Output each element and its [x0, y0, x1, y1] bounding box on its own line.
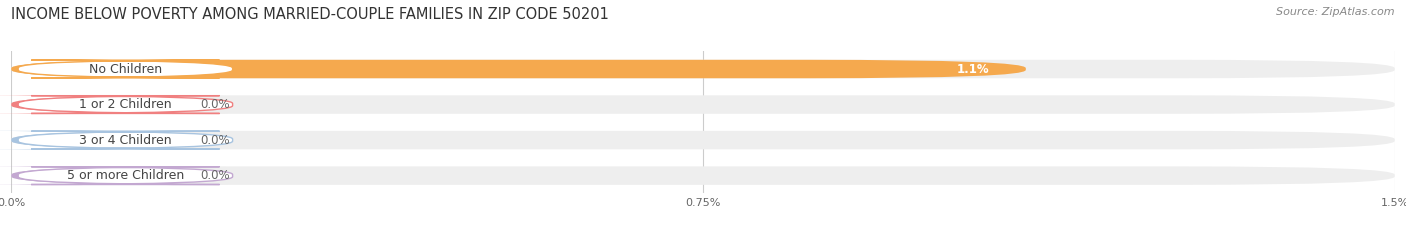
Text: No Children: No Children [89, 62, 162, 75]
FancyBboxPatch shape [0, 131, 228, 149]
Text: Source: ZipAtlas.com: Source: ZipAtlas.com [1277, 7, 1395, 17]
Text: 0.0%: 0.0% [200, 169, 231, 182]
FancyBboxPatch shape [11, 60, 1395, 78]
FancyBboxPatch shape [18, 167, 232, 185]
Text: INCOME BELOW POVERTY AMONG MARRIED-COUPLE FAMILIES IN ZIP CODE 50201: INCOME BELOW POVERTY AMONG MARRIED-COUPL… [11, 7, 609, 22]
Text: 1 or 2 Children: 1 or 2 Children [79, 98, 172, 111]
Text: 0.0%: 0.0% [200, 98, 231, 111]
FancyBboxPatch shape [11, 166, 1395, 185]
FancyBboxPatch shape [0, 166, 228, 185]
FancyBboxPatch shape [18, 60, 232, 78]
Text: 0.0%: 0.0% [200, 134, 231, 147]
Text: 1.1%: 1.1% [956, 62, 988, 75]
FancyBboxPatch shape [18, 131, 232, 149]
FancyBboxPatch shape [11, 131, 1395, 149]
Text: 3 or 4 Children: 3 or 4 Children [79, 134, 172, 147]
FancyBboxPatch shape [18, 96, 232, 113]
FancyBboxPatch shape [0, 95, 228, 114]
FancyBboxPatch shape [11, 95, 1395, 114]
FancyBboxPatch shape [11, 60, 1026, 78]
Text: 5 or more Children: 5 or more Children [66, 169, 184, 182]
